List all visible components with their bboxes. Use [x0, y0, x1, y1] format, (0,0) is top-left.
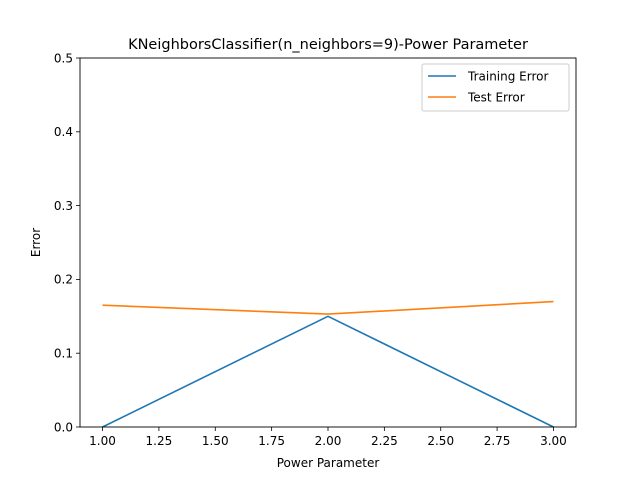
- x-tick-label: 1.00: [89, 434, 116, 448]
- y-tick-label: 0.5: [54, 51, 73, 65]
- x-tick-label: 1.25: [146, 434, 173, 448]
- legend: Training Error Test Error: [421, 63, 570, 112]
- plot-area: [79, 57, 577, 428]
- x-tick-label: 2.25: [371, 434, 398, 448]
- x-tick-label: 1.50: [202, 434, 229, 448]
- legend-box: [421, 63, 570, 112]
- x-tick-label: 2.50: [427, 434, 454, 448]
- y-axis: 0.0 0.1 0.2 0.3 0.4 0.5: [54, 51, 80, 434]
- x-axis-label: Power Parameter: [277, 456, 380, 470]
- plot-frame: [79, 57, 577, 428]
- legend-label: Test Error: [467, 90, 525, 104]
- series-layer: [102, 300, 554, 428]
- y-tick-label: 0.1: [54, 347, 73, 361]
- legend-label: Training Error: [467, 69, 548, 83]
- y-tick-label: 0.4: [54, 125, 73, 139]
- x-tick-label: 1.75: [258, 434, 285, 448]
- x-axis: 1.00 1.25 1.50 1.75 2.00 2.25 2.50 2.75 3.00: [89, 427, 567, 448]
- chart-title: KNeighborsClassifier(n_neighbors=9)-Powe…: [128, 37, 528, 53]
- y-tick-label: 0.2: [54, 273, 73, 287]
- series-line-test-error: [102, 300, 554, 315]
- series-line-training-error: [102, 315, 554, 428]
- x-tick-label: 2.75: [484, 434, 511, 448]
- y-tick-label: 0.0: [54, 420, 73, 434]
- x-tick-label: 3.00: [540, 434, 567, 448]
- y-axis-label: Error: [29, 228, 43, 257]
- y-tick-label: 0.3: [54, 199, 73, 213]
- x-tick-label: 2.00: [315, 434, 342, 448]
